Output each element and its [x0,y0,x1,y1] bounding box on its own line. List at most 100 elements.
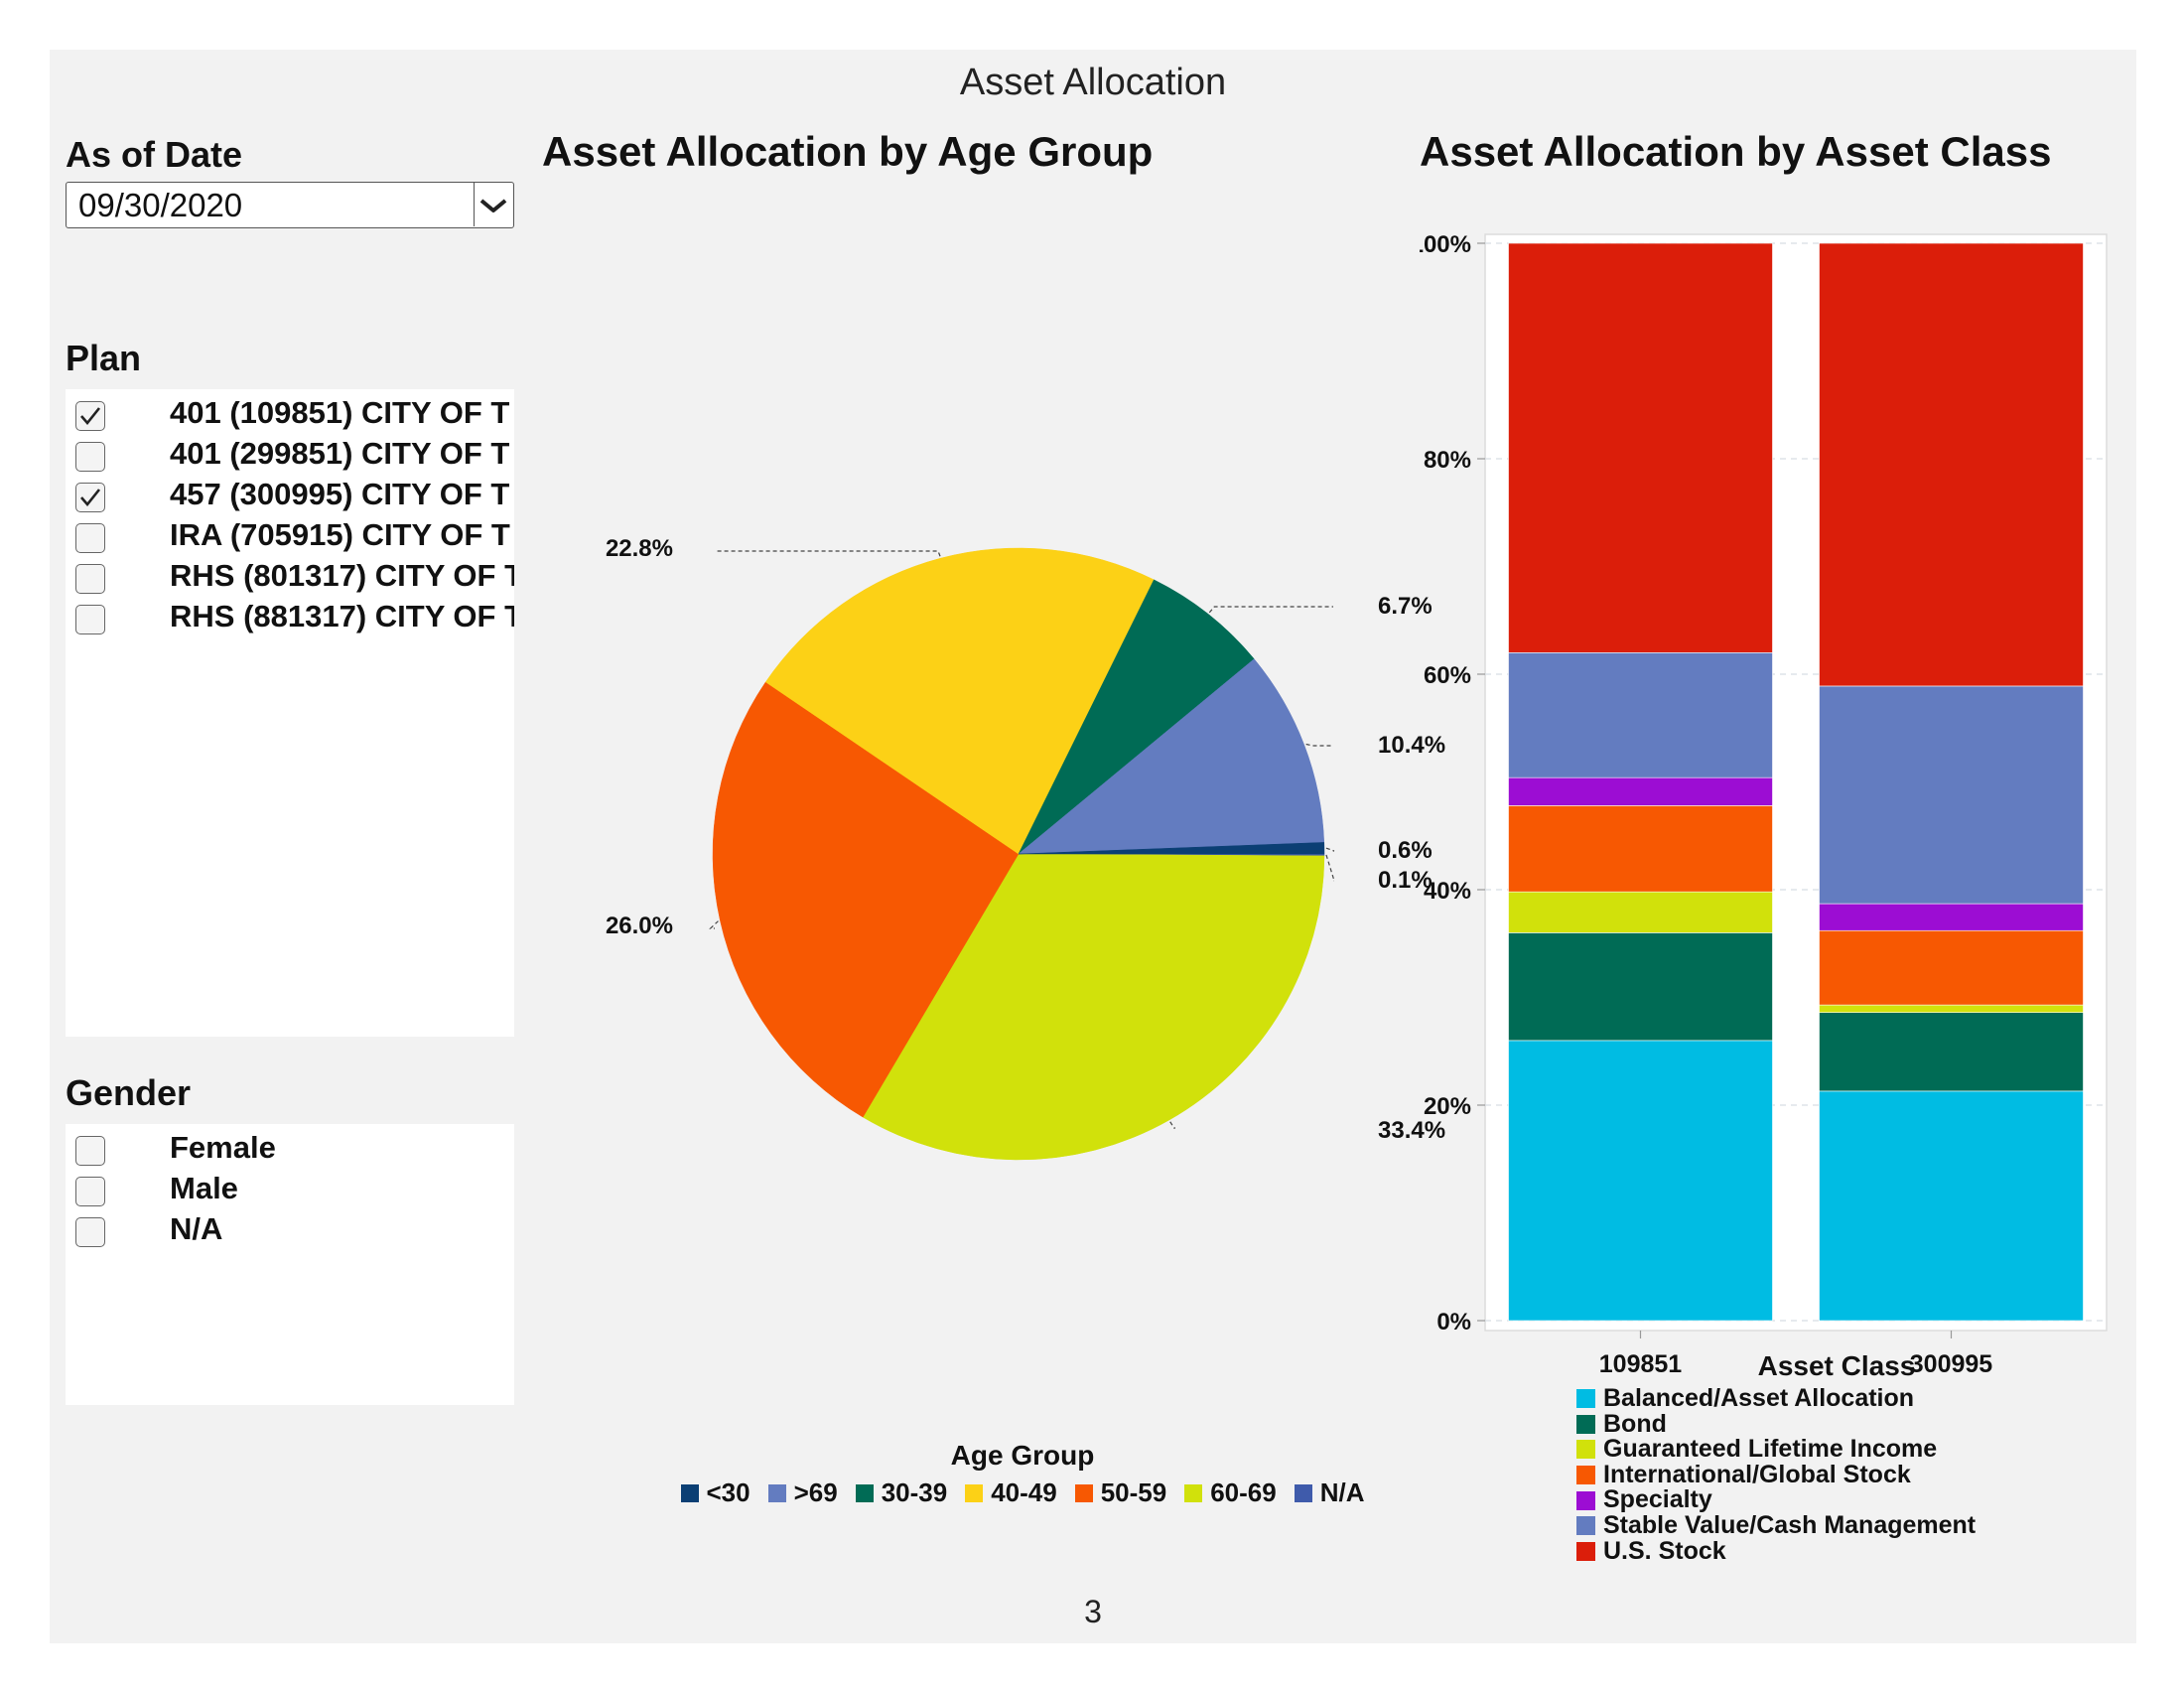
bar-legend-item[interactable]: Balanced/Asset Allocation [1576,1384,1976,1412]
plan-item-label: IRA (705915) CITY OF T [170,517,510,552]
pie-legend-item[interactable]: 40-49 [965,1477,1057,1508]
gender-item[interactable]: Male [75,1171,512,1210]
checkbox-icon[interactable] [75,1136,105,1166]
bar-legend-item[interactable]: International/Global Stock [1576,1460,1976,1488]
bar-legend-title: Asset Class [1757,1350,1916,1381]
checkbox-icon[interactable] [75,605,105,634]
pie-legend-item[interactable]: N/A [1294,1477,1365,1508]
pie-data-label: 22.8% [606,535,673,562]
bar-legend-item[interactable]: U.S. Stock [1576,1536,1976,1565]
pie-legend-label: <30 [706,1477,751,1507]
pie-legend-label: N/A [1319,1477,1365,1507]
page-title: Asset Allocation [959,62,1227,103]
legend-swatch [680,1483,699,1502]
bar-segment[interactable] [1819,685,2084,905]
plan-item-label: 457 (300995) CITY OF T [170,477,510,511]
plan-item-label: 401 (109851) CITY OF T [170,395,510,430]
pie-leader-line [1169,1121,1175,1129]
chevron-down-icon[interactable] [474,183,513,226]
plan-list: 401 (109851) CITY OF T 401 (299851) CITY … [66,389,514,1037]
legend-swatch [1074,1483,1093,1502]
y-tick-label: 100% [1420,231,1471,258]
as-of-date-label: As of Date [66,134,243,175]
pie-slice[interactable] [1018,842,1325,855]
report-canvas: Asset Allocation As of Date 09/30/2020 P… [50,50,2136,1643]
checkbox-icon[interactable] [75,523,105,553]
pie-legend-item[interactable]: 30-39 [855,1477,947,1508]
pie-legend-item[interactable]: >69 [767,1477,838,1508]
legend-swatch [1576,1440,1595,1460]
plan-item-label: RHS (801317) CITY OF T [170,558,514,593]
bar-segment[interactable] [1508,891,1773,933]
stacked-bar-chart: 0% 20% 40% 60% 80% 100% 109851 300995 [1420,231,2108,1378]
bar-segment[interactable] [1819,1012,2084,1092]
bar-legend-label: Bond [1603,1409,1667,1438]
pie-chart-title: Asset Allocation by Age Group [542,128,1154,175]
legend-swatch [1576,1490,1595,1510]
plan-label: Plan [66,338,142,378]
y-tick-label: 20% [1424,1093,1471,1120]
legend-swatch [1576,1466,1595,1485]
bar-legend-label: U.S. Stock [1603,1536,1726,1565]
bar-segment[interactable] [1508,932,1773,1042]
bar-segment[interactable] [1508,242,1773,653]
pie-legend-item[interactable]: <30 [680,1477,751,1508]
pie-leader-line [1305,743,1333,747]
pie-legend-label: 50-59 [1100,1477,1167,1507]
checkbox-checked-icon[interactable] [75,483,105,512]
pie-data-label: 6.7% [1378,593,1433,620]
plan-item-label: RHS (881317) CITY OF T [170,599,514,633]
legend-swatch [965,1483,984,1502]
pie-data-label: 33.4% [1378,1117,1445,1144]
bar-segment[interactable] [1819,242,2084,687]
bar-legend-item[interactable]: Bond [1576,1409,1976,1438]
bar-segment[interactable] [1819,1090,2084,1322]
pie-legend-label: 60-69 [1210,1477,1277,1507]
pie-slice[interactable] [1018,658,1325,855]
bar-legend-item[interactable]: Guaranteed Lifetime Income [1576,1437,1976,1463]
x-tick-label: 109851 [1599,1350,1683,1378]
pie-slice[interactable] [862,853,1325,1161]
pie-data-label: 26.0% [606,913,673,939]
plan-item[interactable]: IRA (705915) CITY OF T [75,517,512,557]
bar-segment[interactable] [1508,1040,1773,1322]
checkbox-icon[interactable] [75,442,105,472]
plan-item[interactable]: RHS (881317) CITY OF T [75,599,514,638]
bar-legend-label: International/Global Stock [1603,1460,1911,1488]
gender-item-label: Female [170,1130,276,1165]
bar-segment[interactable] [1819,903,2084,931]
pie-slice[interactable] [1018,579,1255,855]
bar-legend-item[interactable]: Stable Value/Cash Management [1576,1510,1977,1539]
plan-item[interactable]: 401 (299851) CITY OF T [75,436,512,476]
legend-swatch [855,1483,874,1502]
bar-legend-label: Guaranteed Lifetime Income [1603,1435,1938,1464]
pie-leader-line [715,550,941,557]
bar-segment[interactable] [1819,929,2084,1006]
pie-leader-line [1325,847,1335,852]
y-tick-label: 40% [1424,878,1471,905]
legend-swatch [1576,1541,1595,1561]
pie-slice[interactable] [764,547,1155,855]
gender-item[interactable]: Female [75,1130,512,1170]
as-of-date-select[interactable]: 09/30/2020 [66,182,514,228]
checkbox-icon[interactable] [75,1217,105,1247]
plan-item[interactable]: 457 (300995) CITY OF T [75,477,512,516]
checkbox-icon[interactable] [75,1177,105,1206]
plan-item[interactable]: 401 (109851) CITY OF T [75,395,512,435]
bar-segment[interactable] [1508,651,1773,778]
bar-segment[interactable] [1508,805,1773,893]
pie-legend-title: Age Group [950,1440,1095,1471]
bar-legend-item[interactable]: Specialty [1576,1487,1976,1513]
checkbox-checked-icon[interactable] [75,401,105,431]
pie-legend-item[interactable]: 50-59 [1074,1477,1167,1508]
pie-slice[interactable] [712,681,1020,1118]
bar-legend-label: Balanced/Asset Allocation [1603,1384,1915,1412]
gender-list: Female Male N/A [66,1124,514,1405]
bar-segment[interactable] [1819,1004,2084,1013]
bar-segment[interactable] [1508,776,1773,806]
bar-legend-label: Stable Value/Cash Management [1603,1510,1977,1539]
gender-item[interactable]: N/A [75,1211,512,1251]
checkbox-icon[interactable] [75,564,105,594]
pie-legend-item[interactable]: 60-69 [1184,1477,1277,1508]
plan-item[interactable]: RHS (801317) CITY OF T [75,558,514,598]
